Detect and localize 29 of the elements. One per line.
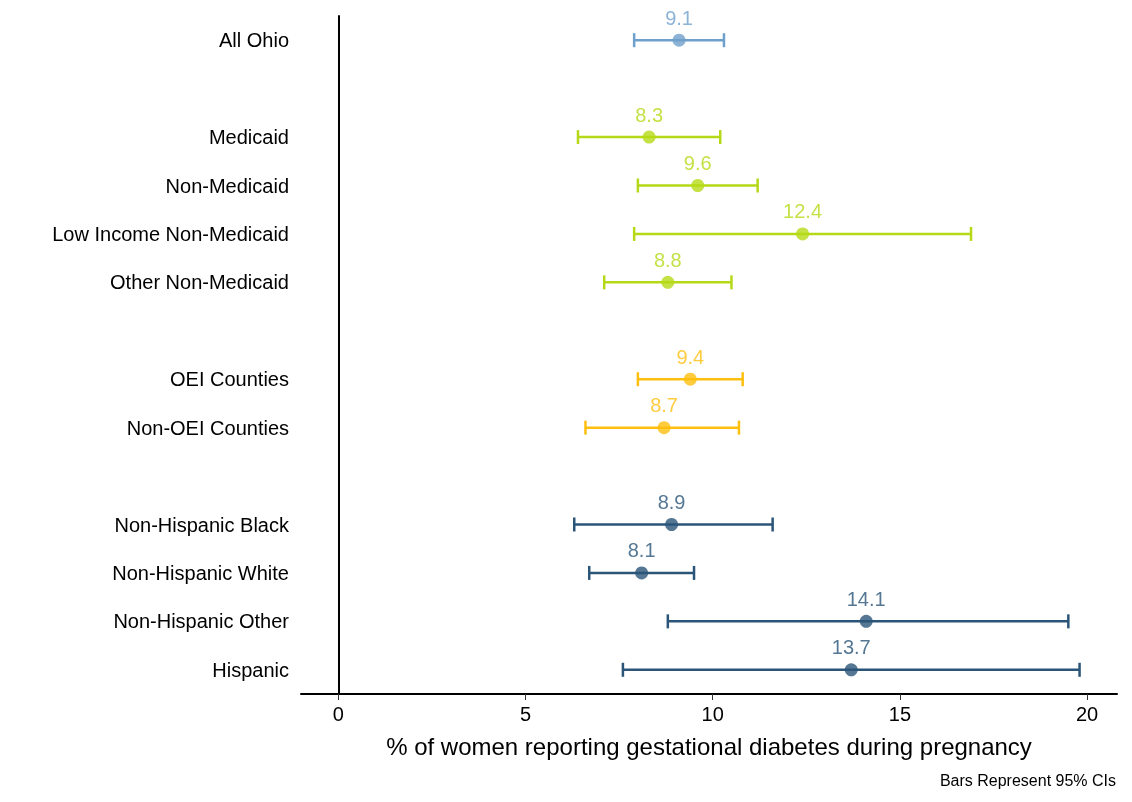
y-tick-label: Medicaid: [208, 126, 289, 149]
data-label: 9.1: [665, 6, 693, 29]
y-tick-label: All Ohio: [218, 29, 289, 52]
data-label: 8.3: [635, 103, 664, 126]
data-label: 13.7: [831, 636, 871, 659]
y-tick-label: Other Non-Medicaid: [110, 271, 289, 294]
y-tick-label: Non-Hispanic Black: [114, 513, 290, 536]
y-tick-label: Non-OEI Counties: [126, 416, 289, 439]
data-label: 12.4: [783, 200, 823, 223]
x-axis-title: % of women reporting gestational diabetes during pregnancy: [386, 732, 1032, 760]
x-tick-label: 5: [520, 703, 532, 725]
data-label: 8.9: [657, 491, 686, 513]
data-label: 9.4: [676, 345, 705, 368]
y-tick-label: Low Income Non-Medicaid: [52, 222, 289, 245]
data-label: 14.1: [846, 587, 886, 610]
x-tick-label: 10: [701, 703, 724, 725]
y-tick-label: Non-Hispanic Other: [113, 610, 290, 633]
y-tick-label: OEI Counties: [170, 368, 289, 391]
data-label: 8.1: [627, 539, 656, 562]
x-tick-label: 15: [888, 703, 912, 725]
y-tick-label: Non-Medicaid: [165, 174, 289, 197]
data-label: 8.8: [653, 248, 682, 271]
data-label: 9.6: [683, 152, 712, 174]
data-label: 8.7: [650, 394, 678, 417]
y-tick-label: Non-Hispanic White: [112, 561, 289, 584]
x-tick-label: 0: [332, 703, 344, 725]
y-tick-label: Hispanic: [212, 658, 289, 681]
text: Bars Represent 95% CIs: [939, 771, 1116, 789]
x-tick-label: 20: [1075, 703, 1099, 725]
